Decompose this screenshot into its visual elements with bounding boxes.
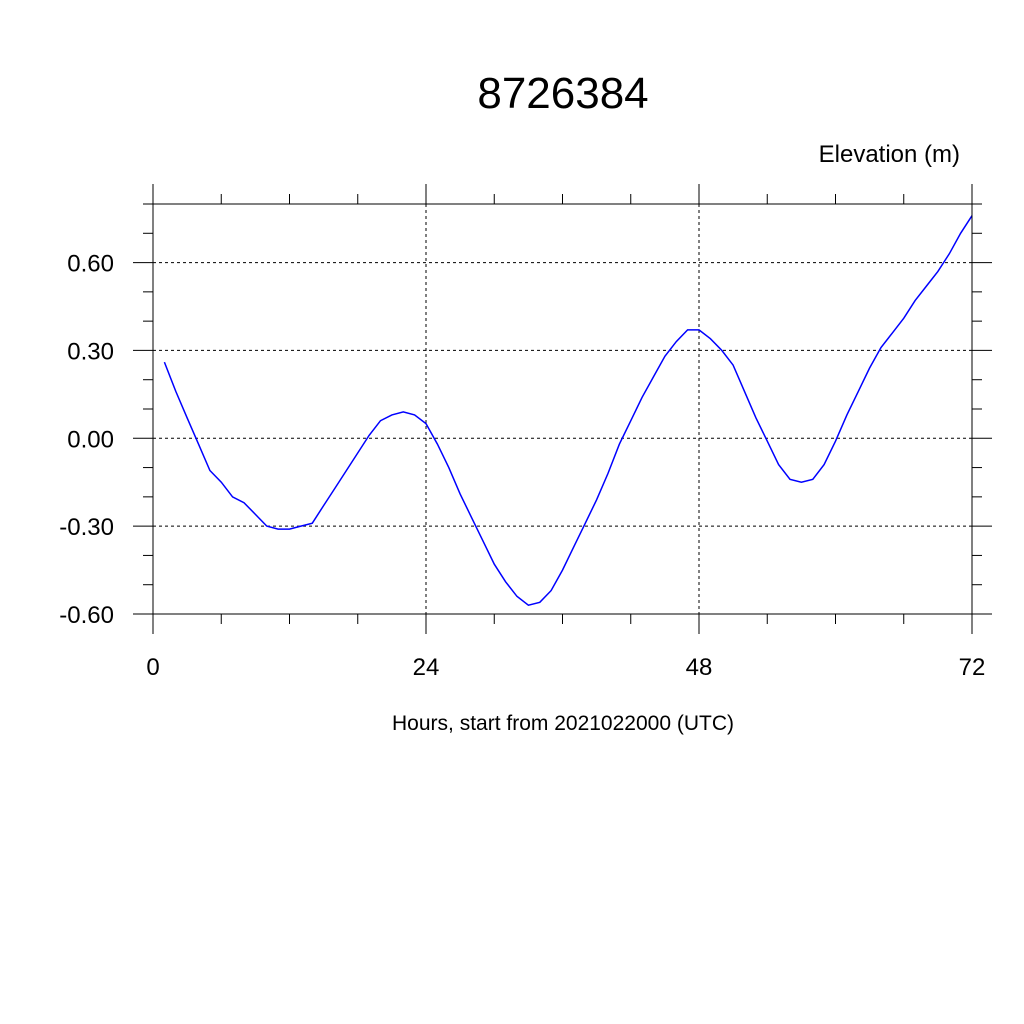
x-tick-label: 72 xyxy=(959,654,986,681)
tick-labels: 0 24 48 72 -0.60 -0.30 0.00 0.30 0.60 xyxy=(59,251,985,681)
x-tick-label: 0 xyxy=(146,654,159,681)
x-tick-label: 48 xyxy=(686,654,713,681)
y-tick-label: -0.60 xyxy=(59,602,114,629)
y-tick-label: 0.00 xyxy=(67,426,114,453)
y-tick-label: -0.30 xyxy=(59,514,114,541)
series-line xyxy=(163,215,973,607)
units-label: Elevation (m) xyxy=(819,141,960,168)
x-axis-title: Hours, start from 2021022000 (UTC) xyxy=(392,712,734,735)
chart-title: 8726384 xyxy=(477,69,648,118)
grid-lines xyxy=(153,204,972,614)
x-tick-label: 24 xyxy=(413,654,440,681)
y-tick-label: 0.30 xyxy=(67,338,114,365)
axis-ticks xyxy=(133,184,992,634)
plot-frame xyxy=(152,203,973,615)
y-tick-label: 0.60 xyxy=(67,251,114,278)
